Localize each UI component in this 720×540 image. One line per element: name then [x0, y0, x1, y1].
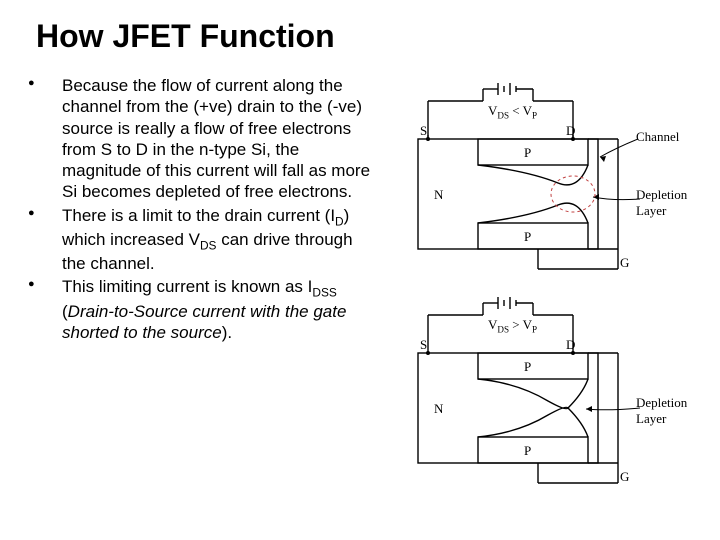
- depletion-label: DepletionLayer: [636, 187, 687, 219]
- terminal-g-label: G: [620, 469, 629, 485]
- terminal-s-label: S: [420, 337, 427, 353]
- p-top-label: P: [524, 145, 531, 161]
- p-bottom-label: P: [524, 229, 531, 245]
- depletion-label: DepletionLayer: [636, 395, 687, 427]
- terminal-d-label: D: [566, 337, 575, 353]
- p-top-label: P: [524, 359, 531, 375]
- bullet-item: There is a limit to the drain current (I…: [40, 205, 380, 275]
- jfet-diagram-below-pinchoff: VDS < VP S D G N P P Channel DepletionLa…: [388, 79, 688, 279]
- n-region-label: N: [434, 401, 443, 417]
- vds-label: VDS > VP: [488, 317, 537, 335]
- bullet-text-column: Because the flow of current along the ch…: [40, 75, 380, 493]
- vds-label: VDS < VP: [488, 103, 537, 121]
- diagram-column: VDS < VP S D G N P P Channel DepletionLa…: [388, 75, 692, 493]
- terminal-s-label: S: [420, 123, 427, 139]
- slide-title: How JFET Function: [36, 18, 692, 55]
- terminal-g-label: G: [620, 255, 629, 271]
- terminal-d-label: D: [566, 123, 575, 139]
- jfet-diagram-above-pinchoff: VDS > VP S D G N P P DepletionLayer: [388, 293, 688, 493]
- bullet-item: This limiting current is known as IDSS (…: [40, 276, 380, 343]
- n-region-label: N: [434, 187, 443, 203]
- bullet-item: Because the flow of current along the ch…: [40, 75, 380, 203]
- p-bottom-label: P: [524, 443, 531, 459]
- channel-label: Channel: [636, 129, 679, 145]
